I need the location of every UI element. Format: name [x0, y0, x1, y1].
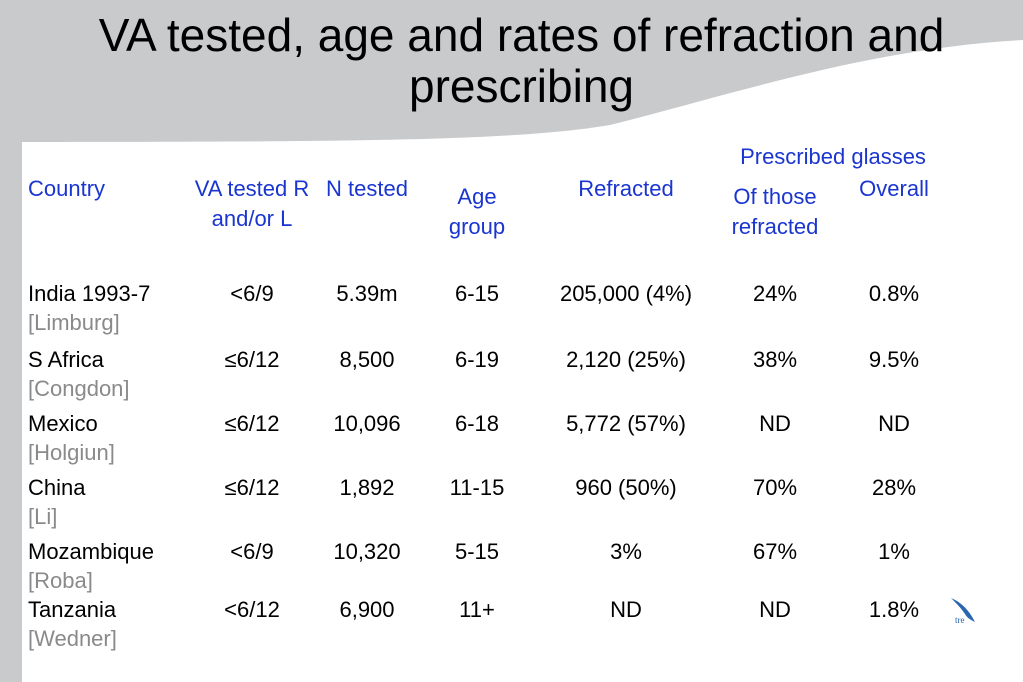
n-tested-cell: 8,500	[339, 347, 395, 372]
overall-cell: 1%	[878, 539, 910, 564]
country-cell: India 1993-7 [Limburg]	[22, 280, 186, 346]
age-group-cell: 6-18	[454, 411, 500, 436]
reference-label: [Limburg]	[28, 310, 120, 335]
table-row: Mexico [Holgiun] ≤6/12 10,096 6-18 5,772 …	[22, 410, 952, 474]
overall-cell: ND	[878, 411, 910, 436]
table-row: China [Li] ≤6/12 1,892 11-15 960 (50%) 70…	[22, 474, 952, 538]
header-n-tested: N tested	[326, 176, 408, 201]
va-cell: <6/12	[224, 597, 280, 622]
country-name: Mexico	[28, 411, 98, 436]
n-tested-cell: 5.39m	[336, 281, 398, 306]
country-name: China	[28, 475, 86, 500]
refracted-cell: 3%	[610, 539, 642, 564]
reference-label: [Roba]	[28, 568, 93, 593]
refracted-cell: 960 (50%)	[575, 475, 677, 500]
refracted-cell: 2,120 (25%)	[566, 347, 686, 372]
va-cell: <6/9	[230, 539, 274, 564]
header-overall: Overall	[859, 176, 929, 201]
country-name: India 1993-7	[28, 281, 151, 306]
of-those-refracted-cell: ND	[759, 411, 791, 436]
va-cell: ≤6/12	[224, 347, 280, 372]
table-row: S Africa [Congdon] ≤6/12 8,500 6-19 2,120…	[22, 346, 952, 410]
header-prescribed-glasses: Prescribed glasses	[740, 144, 926, 169]
reference-label: [Congdon]	[28, 376, 130, 401]
logo-mark: tre	[951, 598, 975, 625]
of-those-refracted-cell: 24%	[752, 281, 798, 306]
reference-label: [Holgiun]	[28, 440, 115, 465]
age-group-cell: 5-15	[454, 539, 500, 564]
va-cell: ≤6/12	[224, 475, 280, 500]
overall-cell: 0.8%	[868, 281, 920, 306]
data-table: Prescribed glasses Country VA tested R a…	[22, 142, 952, 656]
of-those-refracted-cell: 67%	[752, 539, 798, 564]
overall-cell: 9.5%	[868, 347, 920, 372]
overall-cell: 1.8%	[868, 597, 920, 622]
va-cell: <6/9	[230, 281, 274, 306]
logo-text: tre	[955, 615, 965, 625]
header-group-row: Prescribed glasses	[22, 142, 952, 174]
refracted-cell: 5,772 (57%)	[566, 411, 686, 436]
of-those-refracted-cell: 70%	[752, 475, 798, 500]
header-row: Country VA tested R and/or L N tested Ag…	[22, 174, 952, 280]
n-tested-cell: 10,096	[333, 411, 401, 436]
table-row: India 1993-7 [Limburg] <6/9 5.39m 6-15 20…	[22, 280, 952, 346]
country-name: Mozambique	[28, 539, 154, 564]
header-of-those-refracted: Of those refracted	[731, 184, 819, 239]
age-group-cell: 6-15	[454, 281, 500, 306]
overall-cell: 28%	[871, 475, 917, 500]
n-tested-cell: 6,900	[339, 597, 395, 622]
refracted-cell: 205,000 (4%)	[559, 281, 693, 306]
age-group-cell: 11-15	[449, 475, 505, 500]
refracted-cell: ND	[610, 597, 642, 622]
country-cell: China [Li]	[22, 474, 186, 538]
country-cell: Mexico [Holgiun]	[22, 410, 186, 474]
reference-label: [Li]	[28, 504, 58, 529]
country-name: S Africa	[28, 347, 104, 372]
header-country: Country	[28, 176, 106, 201]
n-tested-cell: 1,892	[339, 475, 395, 500]
country-cell: Tanzania [Wedner]	[22, 596, 186, 656]
n-tested-cell: 10,320	[333, 539, 401, 564]
header-age-group: Age group	[448, 184, 506, 239]
table-row: Mozambique [Roba] <6/9 10,320 5-15 3% 67%…	[22, 538, 952, 596]
country-name: Tanzania	[28, 597, 117, 622]
country-cell: Mozambique [Roba]	[22, 538, 186, 596]
age-group-cell: 11+	[459, 597, 495, 622]
of-those-refracted-cell: ND	[759, 597, 791, 622]
reference-label: [Wedner]	[28, 626, 117, 651]
of-those-refracted-cell: 38%	[752, 347, 798, 372]
slide-title: VA tested, age and rates of refraction a…	[98, 9, 945, 112]
table-row: Tanzania [Wedner] <6/12 6,900 11+ ND ND 1…	[22, 596, 952, 656]
va-cell: ≤6/12	[224, 411, 280, 436]
country-cell: S Africa [Congdon]	[22, 346, 186, 410]
header-va-tested: VA tested R and/or L	[194, 176, 310, 231]
header-refracted: Refracted	[578, 176, 674, 201]
age-group-cell: 6-19	[454, 347, 500, 372]
